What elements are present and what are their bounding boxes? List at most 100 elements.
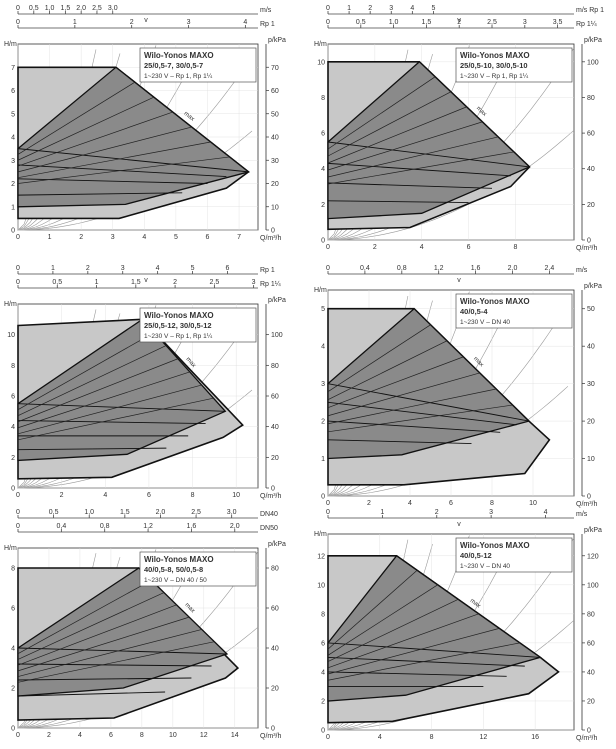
model-title: Wilo-Yonos MAXO	[460, 297, 530, 306]
pressure-tick-label: 40	[587, 669, 595, 676]
x-tick-label: 3	[111, 234, 115, 241]
variable-pressure-line	[17, 96, 154, 161]
model-variants: 40/0,5-12	[460, 551, 492, 560]
x-tick-label: 4	[420, 244, 424, 251]
pressure-tick-label: 60	[587, 131, 595, 138]
pressure-tick-label: 20	[271, 181, 279, 188]
velocity-tick-label: 2,0	[508, 265, 518, 272]
constant-pressure-curve	[17, 420, 206, 425]
velocity-tick-label: 3,5	[553, 19, 563, 26]
y-tick-label: 10	[7, 332, 15, 339]
velocity-tick-label: 2	[130, 19, 134, 26]
pressure-tick-label: 0	[587, 728, 591, 735]
y-tick-label: 0	[321, 728, 325, 735]
velocity-tick-label: 0,5	[52, 279, 62, 286]
pressure-tick-label: 40	[587, 344, 595, 351]
velocity-tick-label: 2,5	[487, 19, 497, 26]
y-axis-label: H/m	[4, 301, 17, 308]
velocity-tick-label: 3	[489, 509, 493, 516]
y-tick-label: 4	[11, 135, 15, 142]
velocity-tick-label: 6	[226, 265, 230, 272]
y-tick-label: 7	[11, 65, 15, 72]
velocity-tick-label: 0,8	[100, 523, 110, 530]
model-spec: 1~230 V – DN 40	[460, 319, 510, 326]
y-tick-label: 12	[317, 553, 325, 560]
variable-pressure-line	[17, 371, 190, 429]
velocity-tick-label: 1	[380, 509, 384, 516]
x-tick-label: 1	[48, 234, 52, 241]
constant-pressure-curve	[327, 162, 511, 177]
velocity-tick-label: 1,2	[143, 523, 153, 530]
pressure-tick-label: 60	[271, 606, 279, 613]
velocity-tick-label: 0,5	[49, 509, 59, 516]
pressure-tick-label: 60	[271, 88, 279, 95]
velocity-axis-label: v	[457, 277, 461, 284]
velocity-tick-label: 5	[191, 265, 195, 272]
velocity-tick-label: 0	[326, 5, 330, 12]
y-tick-label: 8	[11, 566, 15, 573]
velocity-axis-label: v	[457, 17, 461, 24]
velocity-tick-label: 1,6	[471, 265, 481, 272]
x-axis-label: Q/m³/h	[260, 235, 281, 242]
x-tick-label: 8	[191, 492, 195, 499]
x-tick-label: 2	[367, 500, 371, 507]
variable-pressure-line	[17, 81, 136, 155]
x-tick-label: 2	[79, 234, 83, 241]
control-mode-region	[327, 307, 531, 460]
velocity-tick-label: 1	[51, 265, 55, 272]
x-tick-label: 0	[16, 732, 20, 739]
max-curve-label: max	[183, 111, 196, 123]
velocity-tick-label: 1,2	[434, 265, 444, 272]
pressure-tick-label: 20	[271, 455, 279, 462]
variable-pressure-line	[327, 136, 499, 178]
velocity-tick-label: 4	[156, 265, 160, 272]
constant-pressure-curve	[327, 656, 525, 667]
constant-pressure-curve	[327, 383, 529, 422]
x-tick-label: 8	[490, 500, 494, 507]
pressure-tick-label: 50	[587, 306, 595, 313]
pump-curve-chart: 0 0,5 1,0 1,5 2,0 2,5 3,0 v m/s 0 1 2 3 4 Rp 1 max 0 1 2 3 4…	[4, 5, 286, 242]
x-tick-label: 0	[16, 492, 20, 499]
x-tick-label: 10	[232, 492, 240, 499]
model-variants: 40/0,5-8, 50/0,5-8	[144, 565, 203, 574]
velocity-tick-label: 0,4	[360, 265, 370, 272]
model-variants: 25/0,5-7, 30/0,5-7	[144, 61, 203, 70]
variable-pressure-line	[327, 599, 459, 662]
constant-pressure-curve	[17, 677, 192, 681]
y-tick-label: 0	[321, 494, 325, 501]
pressure-tick-label: 0	[587, 494, 591, 501]
constant-pressure-curve	[327, 642, 541, 658]
x-tick-label: 4	[378, 734, 382, 741]
velocity-tick-label: 3,0	[227, 509, 237, 516]
pump-curve-panel-1: 0 0,5 1,0 1,5 2,0 2,5 3,0 v m/s 0 1 2 3 4 Rp 1 max 0 1 2 3 4…	[2, 2, 298, 244]
variable-pressure-line	[17, 358, 179, 423]
velocity-tick-label: 0	[326, 265, 330, 272]
velocity-tick-label: 4	[243, 19, 247, 26]
x-tick-label: 4	[142, 234, 146, 241]
model-title: Wilo-Yonos MAXO	[144, 311, 214, 320]
pump-curve-panel-5: 0 0,5 1,0 1,5 2,0 2,5 3,0 DN40 0 0,4 0,8 1,2 1,6 2,0 D…	[2, 506, 298, 742]
velocity-tick-label: 2	[457, 19, 461, 26]
y-tick-label: 6	[321, 131, 325, 138]
variable-pressure-line	[17, 332, 155, 410]
pump-curve-panel-4: 0 0,4 0,8 1,2 1,6 2,0 2,4 v m/s max 0 2 4 6 8 10 0 1 2 3 4 5 0…	[312, 262, 614, 510]
y-tick-label: 10	[317, 582, 325, 589]
y-tick-label: 2	[11, 455, 15, 462]
model-title: Wilo-Yonos MAXO	[144, 555, 214, 564]
y-axis-label: H/m	[314, 531, 327, 538]
variable-pressure-line	[327, 388, 497, 425]
velocity-tick-label: 1,0	[84, 509, 94, 516]
model-label-box	[139, 551, 257, 587]
x-tick-label: 10	[169, 732, 177, 739]
y-tick-label: 0	[321, 238, 325, 245]
variable-pressure-line	[327, 340, 448, 401]
x-tick-label: 8	[140, 732, 144, 739]
velocity-tick-label: 0	[16, 5, 20, 12]
y-tick-label: 8	[11, 363, 15, 370]
constant-pressure-curve	[17, 663, 212, 667]
variable-pressure-line	[17, 604, 177, 666]
y-tick-label: 10	[317, 59, 325, 66]
x-tick-label: 16	[531, 734, 539, 741]
pressure-tick-label: 40	[271, 135, 279, 142]
velocity-tick-label: 3	[187, 19, 191, 26]
